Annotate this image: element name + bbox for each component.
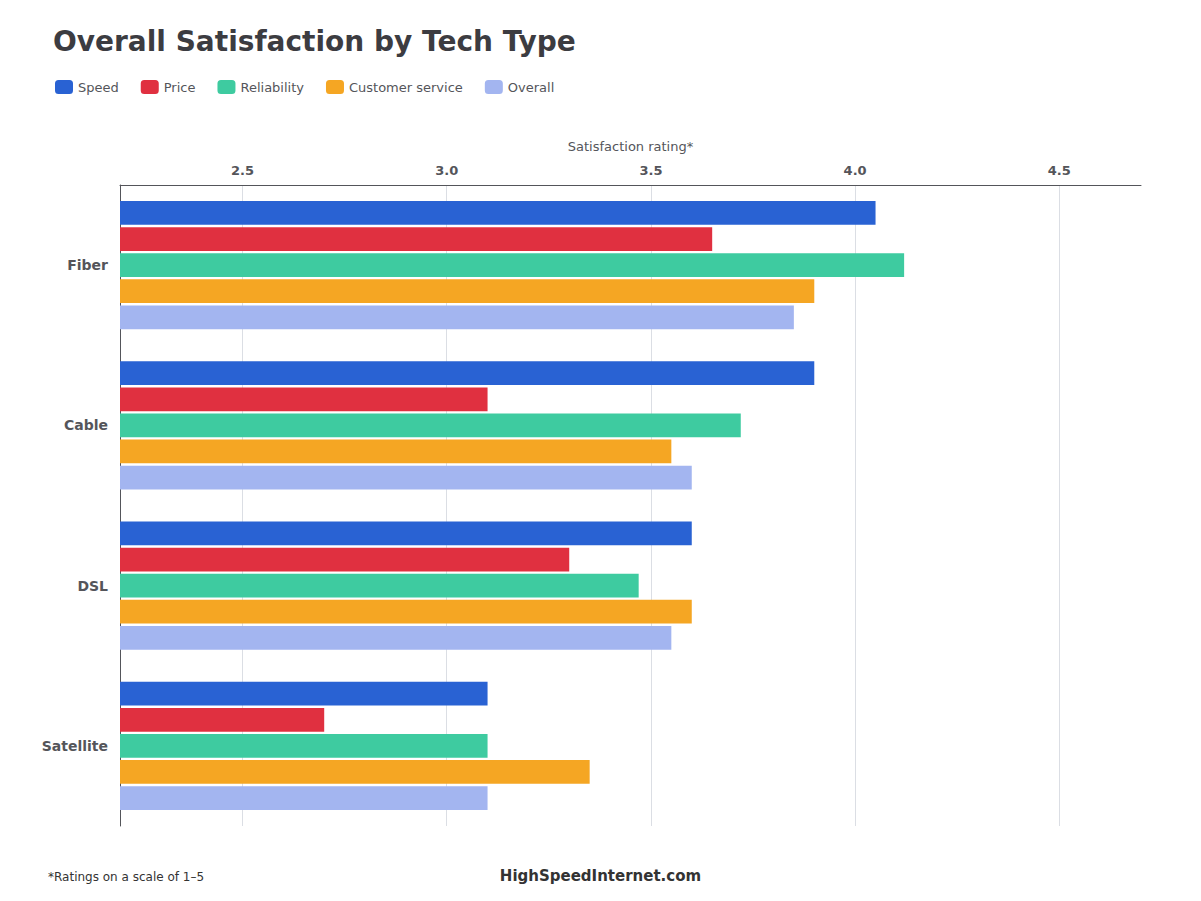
svg-text:3.5: 3.5 xyxy=(639,163,662,178)
svg-text:Reliability: Reliability xyxy=(240,80,304,95)
svg-text:Overall Satisfaction by Tech T: Overall Satisfaction by Tech Type xyxy=(53,25,576,58)
svg-text:Satisfaction rating*: Satisfaction rating* xyxy=(568,139,694,154)
svg-text:Overall: Overall xyxy=(508,80,554,95)
svg-text:Fiber: Fiber xyxy=(67,257,108,273)
svg-text:*Ratings on a scale of 1–5: *Ratings on a scale of 1–5 xyxy=(48,870,204,884)
svg-text:Satellite: Satellite xyxy=(42,738,108,754)
svg-text:Price: Price xyxy=(164,80,196,95)
svg-text:Speed: Speed xyxy=(78,80,119,95)
svg-text:4.5: 4.5 xyxy=(1048,163,1071,178)
svg-text:Customer service: Customer service xyxy=(349,80,463,95)
svg-text:HighSpeedInternet.com: HighSpeedInternet.com xyxy=(500,867,701,885)
svg-text:3.0: 3.0 xyxy=(435,163,458,178)
svg-text:DSL: DSL xyxy=(77,578,108,594)
svg-text:Cable: Cable xyxy=(64,417,108,433)
svg-text:2.5: 2.5 xyxy=(231,163,254,178)
svg-text:4.0: 4.0 xyxy=(844,163,867,178)
